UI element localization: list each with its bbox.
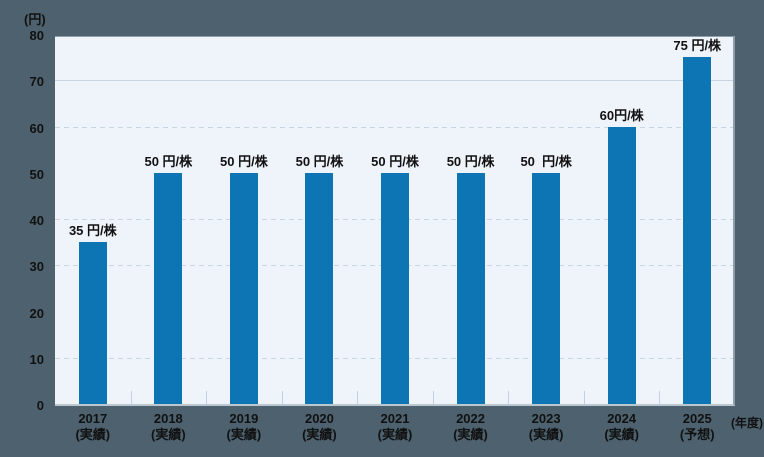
bar-2023 xyxy=(532,172,561,404)
bar-2024 xyxy=(607,126,636,404)
x-axis-unit-label: (年度) xyxy=(731,416,763,430)
x-tick-year: 2017 xyxy=(78,411,108,426)
x-tick-year: 2024 xyxy=(607,411,637,426)
gridline-60 xyxy=(55,126,733,128)
y-tick-label-50: 50 xyxy=(29,166,44,182)
x-axis-tick xyxy=(583,391,585,404)
bar-2018 xyxy=(154,172,183,404)
x-tick-label-2021: 2021 (実績) xyxy=(357,411,433,443)
x-tick-label-2025: 2025 (予想) xyxy=(659,411,735,443)
bar-value-label-2017: 35 円/株 xyxy=(68,223,117,239)
bar-2020 xyxy=(305,172,334,404)
y-axis-unit-label: (円) xyxy=(24,12,46,27)
y-tick-label-20: 20 xyxy=(29,305,44,321)
bar-2025 xyxy=(683,57,712,404)
bar-value-label-2021: 50 円/株 xyxy=(371,153,419,169)
bar-value-label-2023: 50 円/株 xyxy=(520,153,572,169)
bar-value-label-2025: 75 円/株 xyxy=(673,38,722,54)
x-tick-year: 2020 xyxy=(304,411,334,426)
bar-2022 xyxy=(456,172,485,404)
x-axis-tick xyxy=(130,391,132,404)
x-tick-status: (予想) xyxy=(679,427,715,442)
x-axis-tick xyxy=(206,391,208,404)
bar-value-label-2020: 50 円/株 xyxy=(295,153,344,169)
x-tick-label-2023: 2023 (実績) xyxy=(508,411,584,443)
x-tick-label-2017: 2017 (実績) xyxy=(55,411,131,443)
y-tick-label-30: 30 xyxy=(29,259,44,275)
x-tick-status: (実績) xyxy=(604,427,639,442)
y-tick-label-70: 70 xyxy=(29,74,44,90)
y-tick-label-0: 0 xyxy=(36,398,44,413)
y-tick-label-60: 60 xyxy=(29,120,44,136)
bar-2017 xyxy=(78,242,107,404)
x-tick-status: (実績) xyxy=(302,427,337,442)
x-tick-label-2022: 2022 (実績) xyxy=(433,411,509,443)
x-tick-status: (実績) xyxy=(75,427,111,442)
x-tick-year: 2019 xyxy=(229,411,259,426)
x-axis-tick xyxy=(508,391,510,404)
x-tick-year: 2018 xyxy=(153,411,183,426)
x-tick-status: (実績) xyxy=(528,427,564,442)
x-tick-status: (実績) xyxy=(453,427,488,442)
x-tick-status: (実績) xyxy=(377,427,413,442)
y-tick-label-40: 40 xyxy=(29,213,44,228)
x-tick-year: 2023 xyxy=(531,411,561,426)
plot-area: 35 円/株 50 円/株 50 円/株 50 円/株 50 円/株 50 円/株 50 円… xyxy=(55,36,735,406)
x-tick-status: (実績) xyxy=(226,427,262,442)
bar-value-label-2024: 60円/株 xyxy=(599,107,644,123)
x-tick-year: 2022 xyxy=(456,411,485,426)
x-tick-year: 2021 xyxy=(380,411,410,426)
x-axis-tick xyxy=(432,391,434,404)
y-tick-label-10: 10 xyxy=(29,351,44,367)
bar-2021 xyxy=(381,172,409,404)
bar-value-label-2019: 50 円/株 xyxy=(220,153,268,169)
x-tick-label-2024: 2024 (実績) xyxy=(584,411,660,443)
gridline-70 xyxy=(55,80,733,82)
x-axis-tick xyxy=(659,391,661,404)
bar-value-label-2018: 50 円/株 xyxy=(144,153,193,169)
x-tick-label-2020: 2020 (実績) xyxy=(282,411,358,443)
x-axis-tick xyxy=(357,391,359,404)
x-axis-tick xyxy=(281,391,283,404)
bar-value-label-2022: 50 円/株 xyxy=(446,153,495,169)
x-tick-label-2019: 2019 (実績) xyxy=(206,411,282,443)
y-tick-label-80: 80 xyxy=(29,28,44,43)
x-tick-year: 2025 xyxy=(682,411,712,426)
x-tick-label-2018: 2018 (実績) xyxy=(131,411,207,443)
bar-2019 xyxy=(229,172,258,404)
x-tick-status: (実績) xyxy=(150,427,186,442)
